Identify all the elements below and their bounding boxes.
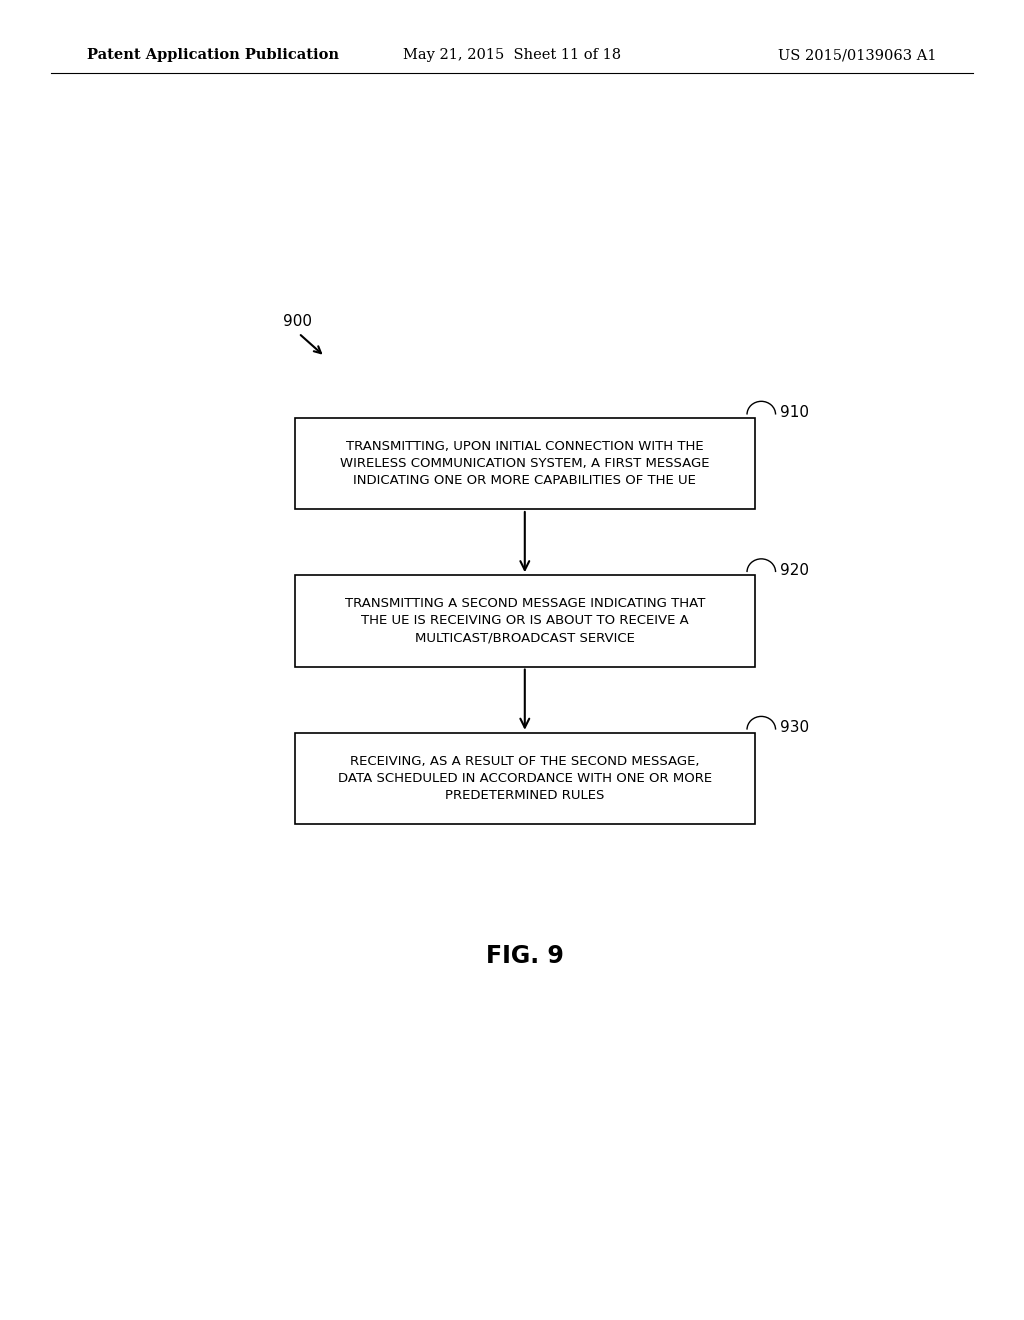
Text: 920: 920	[779, 562, 809, 578]
Text: May 21, 2015  Sheet 11 of 18: May 21, 2015 Sheet 11 of 18	[402, 49, 622, 62]
Text: 900: 900	[283, 314, 311, 329]
Text: US 2015/0139063 A1: US 2015/0139063 A1	[778, 49, 937, 62]
FancyBboxPatch shape	[295, 576, 755, 667]
Text: FIG. 9: FIG. 9	[485, 944, 564, 969]
Text: TRANSMITTING A SECOND MESSAGE INDICATING THAT
THE UE IS RECEIVING OR IS ABOUT TO: TRANSMITTING A SECOND MESSAGE INDICATING…	[345, 598, 705, 644]
Text: RECEIVING, AS A RESULT OF THE SECOND MESSAGE,
DATA SCHEDULED IN ACCORDANCE WITH : RECEIVING, AS A RESULT OF THE SECOND MES…	[338, 755, 712, 803]
Text: TRANSMITTING, UPON INITIAL CONNECTION WITH THE
WIRELESS COMMUNICATION SYSTEM, A : TRANSMITTING, UPON INITIAL CONNECTION WI…	[340, 440, 710, 487]
FancyBboxPatch shape	[295, 417, 755, 510]
Text: 910: 910	[779, 405, 809, 420]
FancyBboxPatch shape	[295, 733, 755, 824]
Text: Patent Application Publication: Patent Application Publication	[87, 49, 339, 62]
Text: 930: 930	[779, 721, 809, 735]
